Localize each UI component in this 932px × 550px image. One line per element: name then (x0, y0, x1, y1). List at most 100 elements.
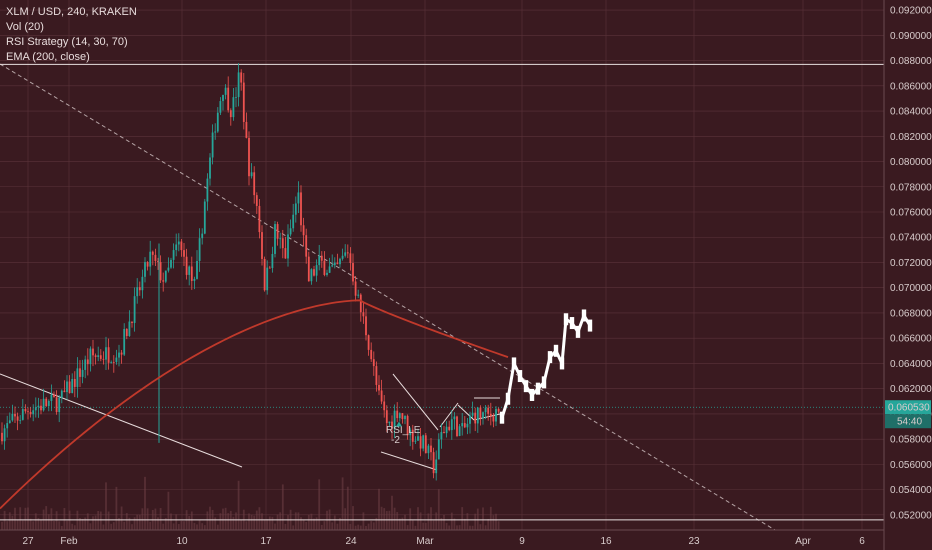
candle-body (424, 435, 427, 454)
projection-link (524, 385, 534, 396)
price-tick-label: 0.074000 (890, 233, 932, 244)
candle-body (209, 157, 211, 179)
legend-volume[interactable]: Vol (20) (6, 21, 44, 33)
horizontal-lines[interactable] (0, 63, 884, 521)
candle-body (16, 416, 19, 421)
volume-bar (333, 515, 336, 530)
candle-body (378, 384, 380, 391)
trend-drawings[interactable] (0, 63, 776, 531)
candle-body (214, 131, 217, 133)
volume-bar (258, 507, 261, 530)
candle-body (326, 272, 328, 275)
candle-body (365, 316, 367, 336)
volume-bar (99, 511, 102, 530)
volume-bar (310, 513, 313, 530)
volume-bar (183, 521, 185, 530)
candle-body (385, 410, 388, 424)
price-tick-label: 0.052000 (890, 510, 932, 521)
volume-bar (136, 514, 139, 530)
price-tick-label: 0.082000 (890, 132, 932, 143)
candle-body (417, 436, 419, 441)
volume-bar (206, 511, 209, 530)
volume-bar (188, 515, 191, 530)
channel-line-2 (457, 404, 475, 421)
price-tick-label: 0.072000 (890, 258, 932, 269)
candle-body (315, 265, 318, 276)
volume-bar (385, 511, 388, 530)
candle-body (224, 87, 227, 95)
candle-body (294, 203, 297, 215)
price-tick-label: 0.086000 (890, 81, 932, 92)
candle-body (206, 178, 209, 202)
volume-bar (125, 513, 128, 530)
price-tick-label: 0.054000 (890, 485, 932, 496)
volume-bar (86, 513, 89, 530)
volume-bar (370, 521, 373, 530)
volume-bar (245, 521, 248, 530)
candle-body (222, 94, 224, 102)
price-axis[interactable]: 0.0520000.0540000.0560000.0580000.060000… (883, 0, 932, 550)
legend-rsi-strategy[interactable]: RSI Strategy (14, 30, 70) (6, 36, 128, 48)
volume-bar (274, 523, 276, 530)
projection-link (518, 375, 528, 387)
volume-bar (232, 516, 235, 530)
volume-bar (214, 517, 217, 530)
candle-body (24, 409, 27, 412)
candle-body (58, 397, 61, 413)
volume-bar (128, 517, 131, 530)
candle-body (479, 407, 482, 419)
candle-body (240, 72, 243, 83)
legend-ema[interactable]: EMA (200, close) (6, 51, 90, 63)
legend-symbol[interactable]: XLM / USD, 240, KRAKEN (6, 6, 137, 18)
projection-link (582, 314, 592, 327)
volume-bar (484, 525, 487, 530)
candle-body (29, 411, 32, 415)
volume-bar (435, 512, 438, 530)
projection-link (576, 314, 586, 333)
volume-bar (196, 524, 198, 530)
volume-bar (417, 507, 419, 530)
volume-bar (453, 518, 456, 530)
candle-body (476, 407, 479, 424)
time-axis[interactable]: 27 Feb 10 17 24 Mar 9 16 23 Apr 6 (0, 529, 884, 547)
volume-bar (81, 518, 84, 530)
volume-bar (120, 506, 123, 530)
volume-bar (268, 516, 271, 530)
volume-bar (463, 518, 466, 530)
time-tick-label: 16 (600, 536, 612, 547)
volume-bar (3, 510, 6, 530)
candle-body (170, 259, 172, 268)
volume-bar (419, 512, 422, 530)
candle-body (45, 398, 48, 407)
candle-body (123, 328, 126, 355)
candle-body (37, 405, 40, 408)
candle-body (211, 132, 214, 158)
volume-bar (79, 518, 81, 530)
chart-legend: XLM / USD, 240, KRAKEN Vol (20) RSI Stra… (6, 5, 137, 65)
candle-body (14, 413, 16, 417)
time-tick-label: 24 (345, 536, 357, 547)
candle-body (323, 260, 326, 275)
candle-body (248, 137, 250, 177)
volume-bar (305, 522, 308, 530)
candle-body (380, 390, 383, 402)
candle-body (497, 408, 500, 412)
volume-bar (409, 508, 412, 530)
candle-body (107, 347, 110, 363)
volume-bar (227, 513, 230, 530)
candle-body (177, 241, 180, 245)
candle-body (406, 415, 409, 436)
candle-body (63, 390, 66, 393)
candle-body (68, 381, 71, 394)
candle-body (159, 262, 162, 281)
candle-body (188, 266, 191, 275)
candle-body (196, 260, 198, 279)
candle-body (131, 321, 133, 323)
volume-bar (320, 524, 323, 530)
volume-bar (440, 517, 443, 530)
candle-body (409, 429, 412, 436)
volume-bar (16, 519, 19, 530)
candle-body (92, 348, 94, 356)
